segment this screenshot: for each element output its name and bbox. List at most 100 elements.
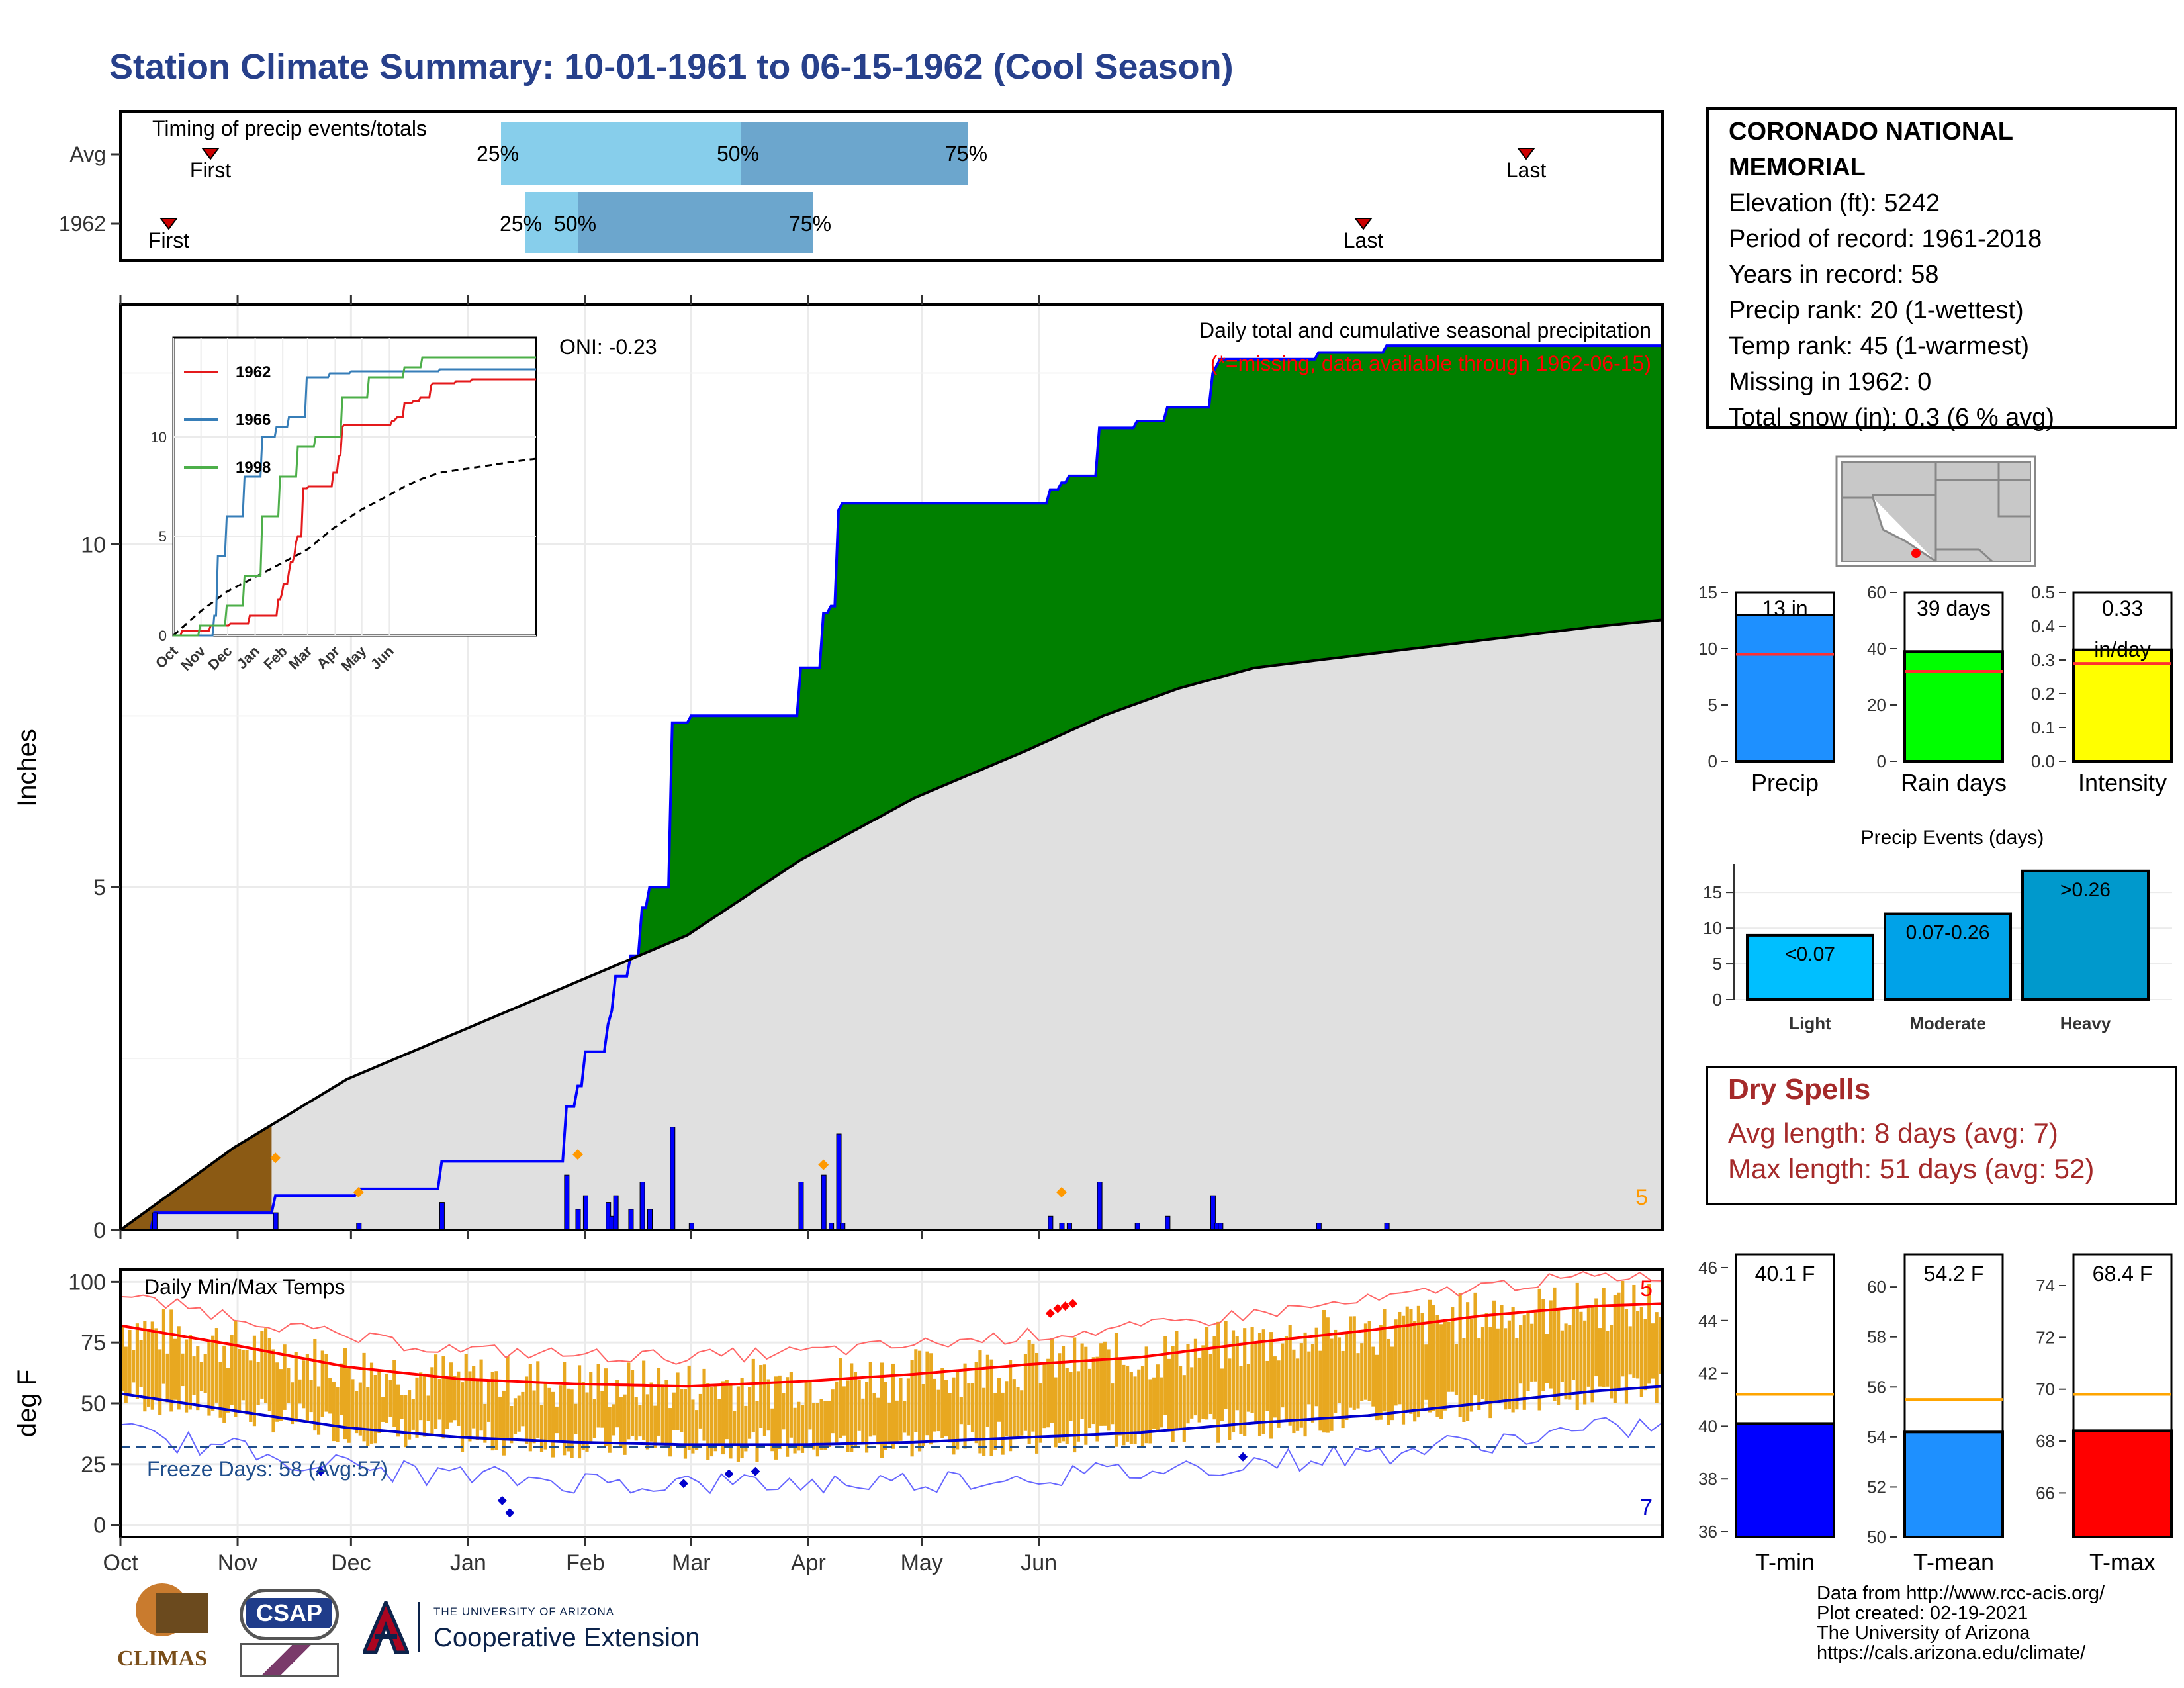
precip-events-tick: 0 xyxy=(1713,990,1722,1009)
daily-temp-bar xyxy=(687,1365,691,1450)
daily-temp-bar xyxy=(944,1380,948,1437)
freeze-days-label: Freeze Days: 58 (Avg:57) xyxy=(147,1457,388,1481)
daily-temp-bar xyxy=(457,1371,461,1426)
daily-temp-bar xyxy=(642,1360,646,1440)
daily-temp-bar xyxy=(381,1397,385,1422)
daily-temp-bar xyxy=(1462,1338,1466,1422)
daily-temp-bar xyxy=(751,1358,755,1432)
timing-row-1962: 1962 xyxy=(59,212,106,236)
daily-temp-bar xyxy=(1387,1338,1390,1425)
daily-temp-bar xyxy=(271,1349,275,1433)
daily-temp-bar xyxy=(786,1377,790,1457)
daily-temp-bar xyxy=(1511,1307,1515,1413)
daily-temp-bar xyxy=(660,1384,664,1444)
daily-temp-bar xyxy=(872,1393,876,1436)
daily-temp-bar xyxy=(1114,1333,1118,1447)
daily-temp-bar xyxy=(238,1348,242,1412)
cumulative-precip-area xyxy=(120,346,1662,1230)
tmean-summary-tick: 54 xyxy=(1867,1427,1886,1447)
daily-temp-bar xyxy=(808,1379,812,1430)
daily-temp-bar xyxy=(1659,1317,1662,1374)
precip-summary-tick: 10 xyxy=(1698,639,1717,659)
daily-temp-bar xyxy=(1349,1316,1353,1408)
daily-temp-bar xyxy=(1557,1308,1561,1405)
daily-temp-bar xyxy=(351,1379,355,1429)
daily-temp-bar xyxy=(970,1383,975,1432)
daily-temp-bar xyxy=(1533,1312,1537,1382)
month-tick: Mar xyxy=(672,1550,711,1575)
intensity-summary-tick: 0.3 xyxy=(2031,650,2055,670)
tmean-summary-value: 54.2 F xyxy=(1924,1262,1984,1286)
ua-divider xyxy=(418,1602,420,1652)
intensity-summary-bar xyxy=(2072,648,2173,763)
inset-series-1962 xyxy=(173,378,536,637)
daily-temp-bar xyxy=(517,1395,521,1432)
daily-temp-bar xyxy=(445,1378,449,1430)
daily-temp-bar xyxy=(800,1405,805,1453)
month-tick: Oct xyxy=(103,1550,138,1575)
daily-temp-bar xyxy=(1583,1320,1587,1405)
daily-temp-bar xyxy=(1182,1375,1186,1442)
daily-temp-bar xyxy=(336,1387,340,1442)
inset-legend-1962: 1962 xyxy=(236,363,271,381)
daily-temp-bar xyxy=(721,1381,725,1455)
raindays-summary-tick: 60 xyxy=(1867,583,1886,602)
precip-corner-count: 5 xyxy=(1635,1185,1648,1210)
timing-1962-last-marker xyxy=(1354,218,1373,230)
daily-temp-bar xyxy=(559,1385,563,1440)
daily-temp-bar xyxy=(1107,1349,1111,1431)
daily-temp-bar xyxy=(1095,1356,1099,1442)
daily-temp-bar xyxy=(1277,1360,1281,1428)
daily-temp-bar xyxy=(1526,1313,1530,1391)
daily-temp-bar xyxy=(574,1403,578,1435)
daily-temp-bar xyxy=(555,1406,559,1434)
daily-temp-bar xyxy=(1515,1338,1519,1410)
month-tick: Apr xyxy=(791,1550,826,1575)
daily-temp-bar xyxy=(169,1309,173,1412)
daily-temp-bar xyxy=(1518,1325,1523,1384)
dry-spells-title: Dry Spells xyxy=(1728,1073,1871,1105)
daily-temp-bar xyxy=(1281,1343,1285,1408)
intensity-summary-label: Intensity xyxy=(2078,769,2167,796)
tmax-summary-tick: 74 xyxy=(2036,1276,2055,1295)
daily-temp-bar xyxy=(1250,1327,1254,1413)
station-info-line: Period of record: 1961-2018 xyxy=(1729,225,2042,253)
daily-temp-bar xyxy=(1054,1377,1058,1448)
daily-temp-bar xyxy=(596,1364,600,1428)
daily-temp-bar xyxy=(910,1360,914,1457)
daily-temp-bar xyxy=(498,1396,502,1438)
daily-temp-bar xyxy=(230,1335,234,1405)
daily-temp-bar xyxy=(1111,1383,1115,1425)
daily-temp-bar xyxy=(589,1372,593,1443)
daily-temp-bar xyxy=(1469,1319,1473,1412)
daily-temp-bar xyxy=(441,1356,445,1439)
daily-temp-bar xyxy=(1435,1315,1439,1417)
daily-temp-bar xyxy=(619,1397,623,1448)
daily-temp-bar xyxy=(1367,1321,1371,1401)
daily-temp-bar xyxy=(275,1362,279,1422)
daily-temp-bar xyxy=(343,1348,347,1440)
daily-temp-bar xyxy=(1220,1368,1224,1421)
precip-summary-bar xyxy=(1735,614,1835,763)
timing-avg-first-marker xyxy=(201,148,220,160)
daily-temp-bar xyxy=(479,1359,483,1431)
daily-temp-bar xyxy=(453,1376,457,1421)
month-tick: Jun xyxy=(1021,1550,1057,1575)
daily-temp-bar xyxy=(324,1354,328,1412)
daily-temp-bar xyxy=(173,1338,177,1400)
daily-temp-bar xyxy=(1568,1325,1572,1400)
temp-ylabel: deg F xyxy=(13,1370,42,1437)
daily-temp-bar xyxy=(279,1369,283,1421)
daily-temp-bar xyxy=(649,1382,653,1442)
precip-summary-tick: 0 xyxy=(1708,751,1717,771)
ua-line1: THE UNIVERSITY OF ARIZONA xyxy=(433,1605,615,1618)
precip-missing-label: (*=missing, data available through 1962-… xyxy=(1210,352,1651,375)
daily-temp-bar xyxy=(1428,1299,1432,1413)
daily-temp-bar xyxy=(1175,1331,1179,1429)
daily-temp-bar xyxy=(770,1408,774,1452)
daily-temp-bar xyxy=(1590,1305,1594,1403)
daily-temp-bar xyxy=(691,1399,695,1454)
daily-temp-bar xyxy=(1379,1325,1383,1420)
daily-temp-bar xyxy=(891,1363,895,1449)
dry-spells-avg: Avg length: 8 days (avg: 7) xyxy=(1728,1117,2058,1149)
